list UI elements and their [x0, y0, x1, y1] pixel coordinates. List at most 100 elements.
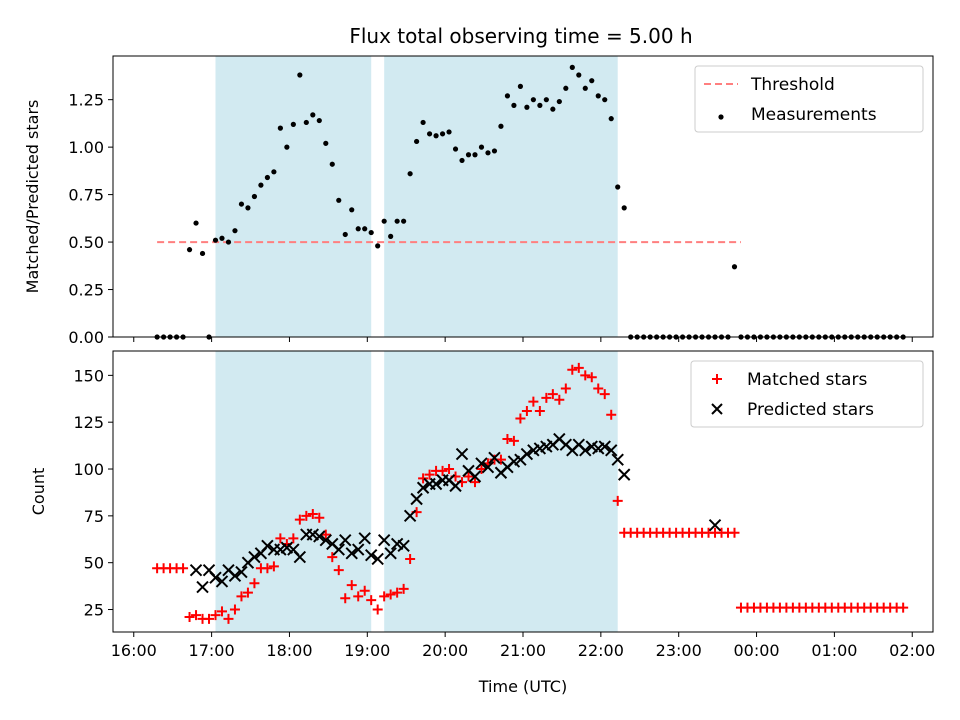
- matched-star-point: [444, 464, 455, 475]
- matched-star-point: [405, 553, 416, 564]
- matched-star-point: [898, 602, 909, 613]
- matched-star-point: [372, 604, 383, 615]
- predicted-star-point: [228, 569, 242, 583]
- measurement-point: [323, 140, 329, 146]
- measurement-point: [537, 102, 543, 108]
- predicted-star-point: [403, 509, 417, 523]
- bottom-plot-marks: [152, 362, 909, 624]
- measurement-point: [576, 72, 582, 78]
- matched-star-point: [508, 435, 519, 446]
- predicted-star-point: [319, 533, 332, 547]
- predicted-star-point: [617, 468, 631, 481]
- measurement-point: [362, 226, 368, 232]
- measurement-point: [524, 104, 530, 110]
- y-tick-label: 150: [73, 366, 104, 385]
- predicted-star-point: [248, 550, 261, 564]
- top-y-ticks: 0.00 0.25 0.50 0.75 1.00 1.25: [68, 91, 113, 347]
- predicted-star-point: [196, 580, 209, 594]
- measurement-point: [264, 174, 270, 181]
- x-tick-label: 21:00: [500, 641, 546, 660]
- measurement-point: [602, 97, 608, 103]
- measurement-point: [439, 131, 446, 137]
- measurement-point: [245, 205, 251, 211]
- measurement-point: [472, 152, 478, 158]
- measurement-point: [426, 131, 433, 137]
- x-tick-label: 02:00: [889, 641, 935, 660]
- matched-star-point: [301, 510, 312, 521]
- predicted-star-point: [579, 444, 592, 457]
- measurement-point: [401, 218, 407, 224]
- matched-star-point: [534, 405, 545, 416]
- predicted-star-point: [488, 451, 501, 464]
- measurement-point: [381, 218, 387, 224]
- top-y-axis-label: Matched/Predicted stars: [23, 100, 42, 294]
- measurement-point: [465, 152, 472, 158]
- measurement-point: [543, 97, 549, 103]
- measurement-point: [258, 182, 264, 188]
- measurement-point: [355, 226, 361, 232]
- measurement-point: [550, 106, 556, 112]
- x-tick-label: 18:00: [266, 641, 312, 660]
- matched-star-point: [521, 405, 532, 416]
- predicted-star-point: [371, 552, 384, 566]
- matched-star-point: [236, 591, 247, 602]
- matched-star-point: [612, 495, 623, 506]
- x-tick-label: 19:00: [344, 641, 390, 660]
- measurement-point: [342, 231, 348, 238]
- measurement-point: [336, 197, 342, 203]
- matched-star-point: [606, 409, 617, 420]
- y-tick-label: 1.25: [68, 91, 104, 110]
- matched-star-point: [554, 394, 565, 405]
- y-tick-label: 0.25: [68, 281, 104, 300]
- measurement-point: [225, 239, 232, 245]
- predicted-star-point: [475, 457, 488, 470]
- measurement-point: [407, 171, 413, 177]
- bottom-panel: 25 50 75 100 125 150 16:00 17:00 18:00 19:00 20:0…: [29, 350, 935, 696]
- matched-star-point: [307, 508, 318, 519]
- matched-star-point: [385, 589, 396, 600]
- predicted-star-point: [605, 444, 618, 457]
- measurement-point: [329, 161, 335, 167]
- matched-star-point: [580, 370, 591, 381]
- y-tick-label: 1.00: [68, 138, 104, 157]
- measurement-point: [212, 237, 219, 243]
- measurement-point: [297, 72, 303, 78]
- measurement-point: [219, 235, 225, 241]
- measurement-point: [504, 93, 511, 99]
- matched-star-point: [515, 413, 526, 424]
- measurement-point: [388, 233, 394, 239]
- legend-label: Matched stars: [747, 370, 867, 390]
- measurement-point: [290, 121, 296, 127]
- bottom-legend: Matched stars Predicted stars: [690, 360, 924, 428]
- x-tick-label: 00:00: [733, 641, 779, 660]
- chart-title: Flux total observing time = 5.00 h: [349, 24, 692, 48]
- measurement-point: [433, 133, 439, 139]
- measurement-point: [277, 125, 283, 131]
- measurement-point: [569, 64, 575, 70]
- measurement-point: [394, 218, 400, 224]
- predicted-star-point: [429, 477, 443, 491]
- matched-star-point: [262, 563, 273, 574]
- x-tick-label: 20:00: [422, 641, 468, 660]
- matched-star-point: [528, 396, 539, 407]
- measurement-point: [589, 78, 595, 84]
- y-tick-label: 100: [73, 460, 104, 479]
- measurement-point: [459, 157, 465, 164]
- matched-star-point: [469, 477, 480, 488]
- matched-star-point: [229, 604, 240, 615]
- bottom-y-ticks: 25 50 75 100 125 150: [73, 366, 113, 620]
- x-tick-label: 17:00: [189, 641, 235, 660]
- matched-star-point: [366, 595, 377, 606]
- matched-star-point: [223, 613, 234, 624]
- matched-star-point: [567, 364, 578, 375]
- predicted-star-point: [352, 543, 365, 556]
- predicted-star-point: [611, 453, 624, 466]
- measurement-point: [608, 116, 614, 122]
- legend-label: Measurements: [751, 105, 877, 125]
- measurement-point: [251, 193, 258, 200]
- y-tick-label: 0.75: [68, 186, 104, 205]
- measurement-point: [517, 83, 524, 89]
- measurement-point: [530, 97, 536, 103]
- measurement-point: [193, 220, 199, 226]
